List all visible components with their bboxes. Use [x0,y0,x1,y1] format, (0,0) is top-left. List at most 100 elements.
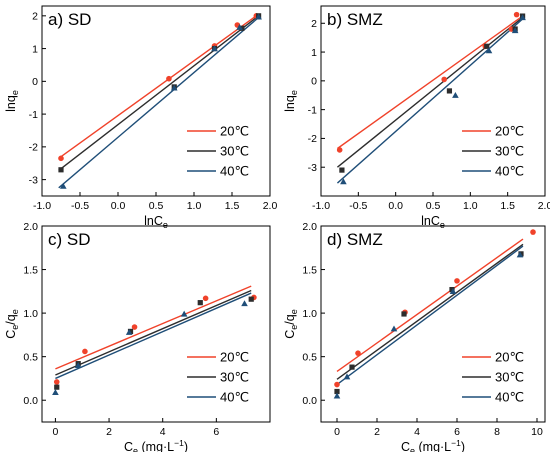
legend-label: 30℃ [495,144,524,159]
y-tick-label: -2 [308,133,317,145]
x-tick-label: -0.5 [349,200,367,212]
data-point [211,45,218,52]
data-point [333,392,341,399]
x-tick-label: 4 [160,426,166,438]
plot-frame [320,225,546,423]
fit-line [336,18,524,184]
y-axis-label: Ce/qe [283,309,299,339]
data-point [248,296,254,302]
y-tick-label: -3 [308,162,317,174]
data-point [454,278,460,284]
data-point [58,167,64,173]
y-tick-label: 0.5 [23,351,38,363]
data-point [441,76,448,83]
y-tick-label: 0 [311,76,317,88]
x-tick-label: 10 [531,426,543,438]
y-axis-label: lnqe [4,90,20,112]
x-tick-label: -0.5 [71,200,89,212]
fit-line [336,245,524,386]
legend-label: 40℃ [220,390,249,405]
x-tick-label: 2 [374,426,380,438]
y-axis-label: Ce/qe [4,309,20,339]
data-point [166,75,172,82]
plot-frame [41,225,271,423]
legend-label: 20℃ [220,124,249,139]
data-point [255,13,262,20]
y-tick-label: -2 [29,142,38,154]
y-tick-label: 1 [311,47,317,59]
data-point [82,348,88,355]
chart-panel-1: -1.0 -0.5 0.0 0.5 1.0 1.5 2.0 -3 -2 -1 0 1 2 a) SD lnC… [4,5,278,230]
x-tick-label: 2.0 [263,200,278,212]
x-tick-label: 2 [106,426,112,438]
x-axis-label: lnCe [144,214,168,230]
data-point [449,288,457,294]
x-tick-label: 1.0 [463,200,478,212]
data-point [336,147,343,153]
data-point [339,167,345,173]
fit-line [336,238,524,373]
data-point [446,88,453,94]
data-point [170,84,178,91]
x-tick-label: 0.5 [426,200,441,212]
data-point [513,11,520,18]
data-point [241,300,248,307]
data-point [485,47,493,54]
panel-label: b) SMZ [327,10,383,29]
legend-label: 30℃ [220,144,249,159]
x-tick-label: 1.5 [500,200,515,212]
legend-label: 40℃ [220,164,249,179]
y-tick-label: 1.5 [302,264,317,276]
x-axis-label: Ce (mg·L−1) [124,438,188,452]
x-axis-label: Ce (mg·L−1) [401,438,465,452]
x-tick-label: 6 [213,426,219,438]
x-tick-label: 0.0 [388,200,403,212]
data-point [180,310,188,317]
y-tick-label: 2 [311,18,317,30]
fit-line [336,16,524,168]
data-point [52,389,59,396]
data-point [511,27,519,34]
data-point [519,14,526,21]
legend-label: 20℃ [220,350,249,365]
y-axis-label: lnqe [283,90,299,112]
x-tick-label: 1.5 [225,200,240,212]
data-point [236,23,243,30]
x-tick-label: 1.0 [187,200,202,212]
data-point [343,373,351,380]
x-tick-label: 0.0 [111,200,126,212]
x-tick-label: 0 [52,426,58,438]
data-point [349,364,355,370]
fit-line [58,16,260,189]
fit-line [337,15,524,150]
data-point [334,381,340,388]
data-point [449,286,455,293]
y-tick-label: 1.0 [23,308,38,320]
y-tick-label: 2.0 [302,221,317,233]
data-point [340,178,347,185]
y-tick-label: 0.0 [23,395,38,407]
data-point [530,229,536,235]
y-tick-label: -1 [308,104,317,116]
legend-label: 30℃ [495,370,524,385]
y-tick-label: 2 [32,11,38,23]
x-tick-label: -1.0 [33,200,51,212]
fit-line [58,13,260,159]
fit-line [55,292,252,380]
data-point [58,155,64,162]
x-tick-label: 0 [334,426,340,438]
data-point [390,325,398,332]
legend-label: 40℃ [495,164,524,179]
data-point [197,300,203,306]
data-point [202,295,209,302]
x-axis-label: lnCe [421,214,445,230]
data-point [59,182,67,189]
legend-label: 30℃ [220,370,249,385]
chart-panel-4: 0 2 4 6 8 10 0.0 0.5 1.0 1.5 2.0 d) SMZ Ce (mg·L−1) C… [283,221,546,452]
y-tick-label: 0 [32,76,38,88]
data-point [452,91,459,98]
data-point [53,379,60,385]
data-point [54,384,60,390]
legend-label: 20℃ [495,124,524,139]
